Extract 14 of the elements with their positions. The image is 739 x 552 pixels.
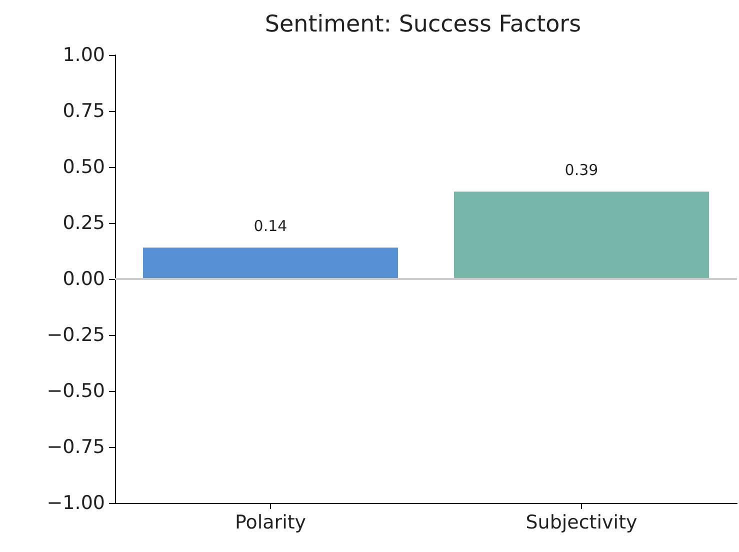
y-tick-label: −1.00 — [46, 492, 105, 514]
y-tick-label: 1.00 — [62, 44, 105, 66]
x-tick-label: Subjectivity — [526, 512, 638, 534]
chart-title: Sentiment: Success Factors — [264, 12, 582, 38]
y-tick-label: −0.50 — [46, 380, 105, 402]
y-tick-label: 0.00 — [62, 268, 105, 290]
y-tick-label: 0.75 — [62, 100, 105, 122]
data-label: 0.14 — [254, 217, 288, 236]
x-tick-label: Polarity — [234, 512, 306, 534]
data-label: 0.39 — [564, 161, 598, 180]
y-tick-label: −0.25 — [46, 324, 105, 346]
y-tick-label: 0.25 — [62, 212, 105, 234]
y-tick-label: 0.50 — [62, 156, 105, 178]
y-tick-label: −0.75 — [46, 436, 105, 458]
